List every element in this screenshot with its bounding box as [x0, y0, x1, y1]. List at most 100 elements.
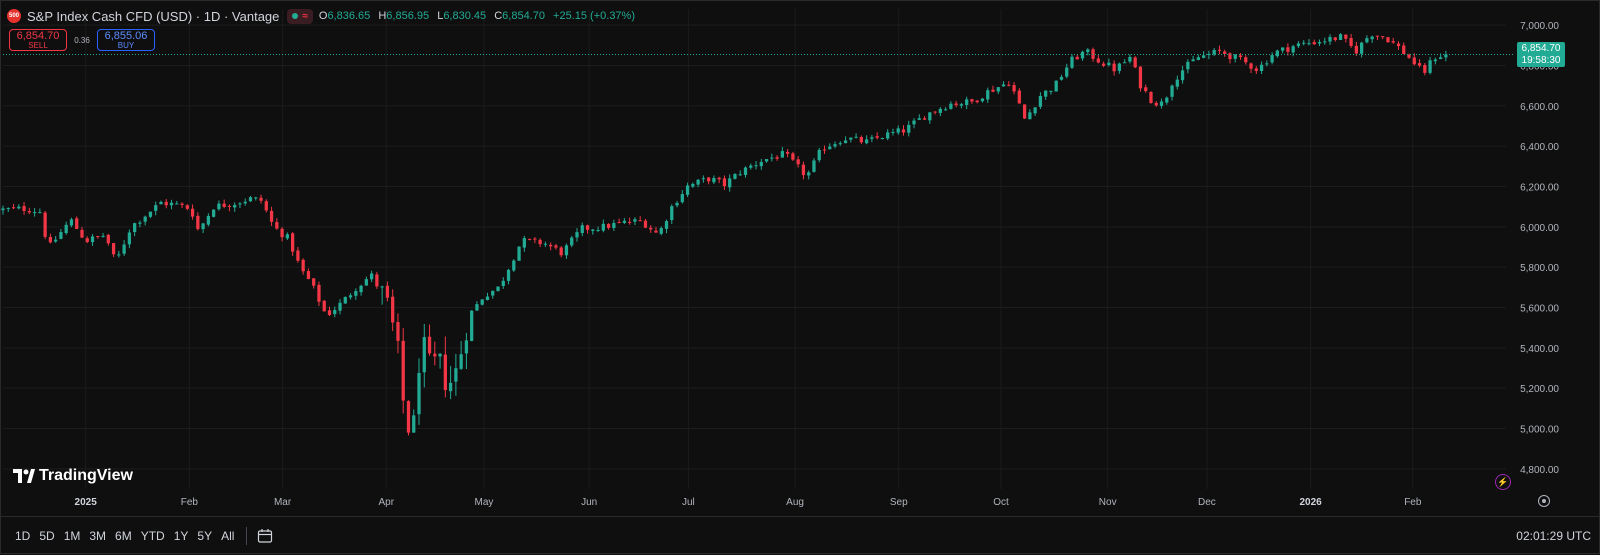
candle-body[interactable] — [759, 161, 763, 167]
candle-body[interactable] — [491, 290, 495, 296]
candle-body[interactable] — [891, 131, 895, 133]
candle-body[interactable] — [670, 206, 674, 221]
candle-body[interactable] — [1365, 38, 1369, 43]
candle-body[interactable] — [117, 254, 121, 256]
candle-body[interactable] — [485, 296, 490, 300]
candle-body[interactable] — [1402, 45, 1406, 54]
candle-body[interactable] — [796, 159, 800, 165]
candle-body[interactable] — [1275, 50, 1280, 57]
settings-gear-icon[interactable] — [1538, 495, 1550, 507]
candle-body[interactable] — [1180, 70, 1185, 81]
candle-body[interactable] — [1375, 35, 1380, 37]
candle-body[interactable] — [359, 285, 363, 293]
candle-body[interactable] — [659, 227, 663, 234]
candle-body[interactable] — [1154, 102, 1158, 106]
calendar-goto-icon[interactable] — [257, 528, 273, 544]
candle-body[interactable] — [1354, 45, 1358, 54]
candle-body[interactable] — [285, 234, 289, 239]
candle-body[interactable] — [843, 140, 848, 144]
candle-body[interactable] — [391, 296, 395, 323]
candle-body[interactable] — [217, 203, 221, 210]
candle-body[interactable] — [638, 220, 642, 222]
candle-body[interactable] — [1328, 36, 1332, 42]
candle-body[interactable] — [807, 172, 811, 176]
candle-body[interactable] — [1, 208, 5, 211]
candle-body[interactable] — [43, 212, 47, 237]
candle-body[interactable] — [1223, 51, 1227, 54]
candle-body[interactable] — [965, 99, 969, 105]
candle-body[interactable] — [1307, 43, 1311, 45]
candle-body[interactable] — [543, 243, 548, 245]
candle-body[interactable] — [69, 219, 74, 226]
candle-body[interactable] — [1407, 54, 1411, 58]
candle-body[interactable] — [570, 237, 574, 246]
candle-body[interactable] — [312, 278, 316, 286]
candle-body[interactable] — [707, 177, 711, 182]
candle-body[interactable] — [222, 203, 226, 207]
candle-body[interactable] — [1096, 58, 1100, 63]
candle-body[interactable] — [1028, 112, 1032, 120]
candle-body[interactable] — [154, 205, 158, 211]
candle-body[interactable] — [1070, 56, 1074, 68]
candle-body[interactable] — [1101, 63, 1106, 66]
candle-body[interactable] — [749, 165, 753, 168]
candle-body[interactable] — [1254, 68, 1258, 71]
candle-body[interactable] — [549, 244, 553, 247]
candle-body[interactable] — [1117, 63, 1122, 71]
candle-body[interactable] — [912, 120, 916, 125]
lightning-icon[interactable]: ⚡ — [1495, 474, 1511, 490]
candle-body[interactable] — [1022, 104, 1027, 119]
candle-body[interactable] — [364, 279, 368, 286]
candle-body[interactable] — [1296, 43, 1301, 47]
candle-body[interactable] — [1338, 34, 1343, 41]
candle-body[interactable] — [680, 194, 684, 203]
candle-body[interactable] — [38, 212, 42, 214]
candle-body[interactable] — [1065, 67, 1069, 77]
candle-body[interactable] — [875, 136, 879, 138]
candle-body[interactable] — [501, 280, 505, 286]
candle-body[interactable] — [17, 206, 21, 209]
candle-body[interactable] — [122, 244, 126, 254]
candle-body[interactable] — [1017, 90, 1021, 104]
candle-body[interactable] — [396, 322, 400, 341]
candle-body[interactable] — [559, 247, 563, 256]
candle-body[interactable] — [301, 259, 305, 272]
range-6m[interactable]: 6M — [115, 529, 132, 543]
candle-body[interactable] — [296, 250, 300, 261]
candle-body[interactable] — [106, 234, 110, 244]
candle-body[interactable] — [448, 382, 453, 392]
candle-body[interactable] — [1007, 84, 1011, 86]
candle-body[interactable] — [1423, 64, 1427, 73]
candle-body[interactable] — [1396, 43, 1401, 47]
candle-body[interactable] — [438, 353, 442, 357]
candle-body[interactable] — [975, 100, 979, 103]
sell-button[interactable]: 6,854.70 SELL — [9, 29, 67, 51]
candle-body[interactable] — [1433, 59, 1437, 62]
candle-body[interactable] — [854, 136, 858, 138]
candle-body[interactable] — [317, 284, 321, 302]
candle-body[interactable] — [22, 206, 26, 211]
candle-body[interactable] — [1344, 34, 1348, 39]
candle-body[interactable] — [1170, 85, 1174, 97]
candle-body[interactable] — [80, 229, 84, 238]
candle-body[interactable] — [1428, 60, 1432, 73]
candle-body[interactable] — [348, 295, 353, 298]
candle-body[interactable] — [238, 203, 242, 205]
candle-body[interactable] — [712, 178, 716, 183]
candle-body[interactable] — [385, 285, 390, 298]
candle-body[interactable] — [986, 90, 990, 100]
candle-body[interactable] — [1159, 101, 1164, 106]
candle-body[interactable] — [1149, 91, 1153, 104]
candle-body[interactable] — [801, 164, 806, 176]
candle-body[interactable] — [1080, 51, 1085, 59]
candle-body[interactable] — [1281, 47, 1285, 51]
candle-body[interactable] — [1128, 56, 1132, 62]
candle-body[interactable] — [427, 336, 432, 354]
symbol-title[interactable]: S&P Index Cash CFD (USD) · 1D · Vantage — [27, 8, 280, 24]
candle-body[interactable] — [1359, 42, 1364, 54]
candle-body[interactable] — [812, 160, 816, 172]
candle-body[interactable] — [90, 236, 95, 243]
candle-body[interactable] — [206, 215, 211, 225]
candle-body[interactable] — [1123, 62, 1127, 64]
